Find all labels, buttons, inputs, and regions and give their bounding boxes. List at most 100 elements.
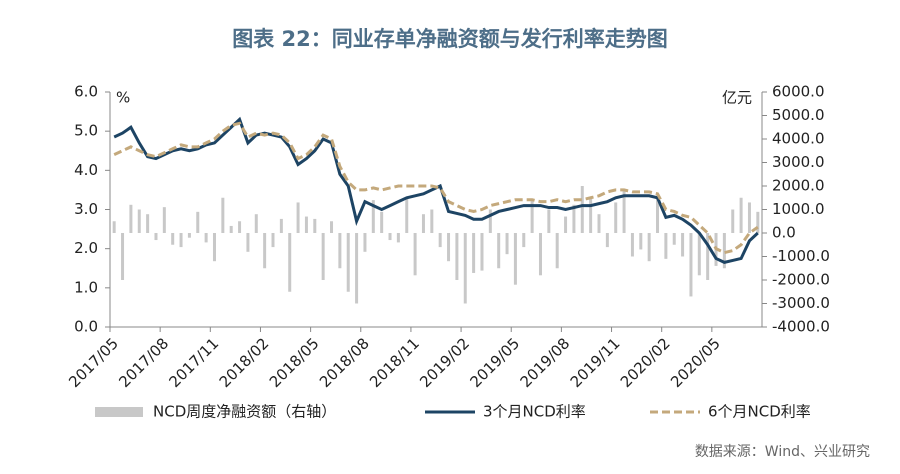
y2-tick-label: -2000.0 [772,271,830,289]
bar [722,233,726,269]
bar [129,204,133,233]
line [113,121,759,255]
bar [421,214,425,233]
bar [697,233,701,276]
bar [154,233,158,241]
bar [522,233,526,248]
bar [263,233,267,269]
bar [681,233,685,257]
y2-tick-label: 2000.0 [772,177,825,195]
bar [246,233,250,252]
y2-tick-label: 1000.0 [772,200,825,218]
x-tick-label: 2019/11 [567,334,624,391]
x-tick-label: 2017/08 [115,334,172,391]
bar [146,214,150,233]
y-tick-label: 3.0 [74,200,98,218]
bar [321,233,325,280]
x-tick-label: 2020/02 [617,334,674,391]
bar [229,225,233,233]
bar [488,209,492,233]
bar [605,233,609,248]
x-tick-label: 2018/08 [316,334,373,391]
bar [630,233,634,257]
bar [179,233,183,248]
x-tick-label: 2018/05 [266,334,323,391]
y-tick-label: 5.0 [74,122,98,140]
y2-tick-label: 5000.0 [772,106,825,124]
bar [747,202,751,233]
bar [405,197,409,233]
bar [739,197,743,233]
bar [338,233,342,269]
bar [639,233,643,250]
bar [455,233,459,280]
x-tick-label: 2017/05 [65,334,122,391]
bar [313,218,317,233]
y2-tick-label: 3000.0 [772,153,825,171]
bar [380,211,384,233]
bar [756,211,760,233]
y2-tick-label: -3000.0 [772,294,830,312]
bar [664,233,668,259]
bar [530,200,534,233]
bar [121,233,125,280]
bar [112,221,116,233]
bar [447,233,451,262]
bar [212,233,216,262]
bar [438,233,442,248]
bar [355,233,359,304]
bar [547,209,551,233]
legend-label: 6个月NCD利率 [708,403,811,421]
y2-tick-label: 6000.0 [772,83,825,101]
y-tick-label: 4.0 [74,161,98,179]
x-tick-label: 2020/05 [667,334,724,391]
x-tick-label: 2018/02 [216,334,273,391]
bar [572,204,576,233]
y-unit: % [116,89,130,107]
bar [304,216,308,233]
bar [505,233,509,255]
bar [279,218,283,233]
bar [187,233,191,238]
bar [221,197,225,233]
y-tick-label: 1.0 [74,278,98,296]
bar [363,233,367,252]
bar [346,233,350,292]
bar [296,202,300,233]
x-tick-label: 2019/02 [416,334,473,391]
y2-tick-label: -4000.0 [772,318,830,336]
bar [656,195,660,233]
bar [647,233,651,262]
bar [171,233,175,245]
x-tick-label: 2019/05 [466,334,523,391]
x-tick-label: 2019/08 [517,334,574,391]
y2-unit: 亿元 [722,89,752,107]
bar [597,214,601,233]
bar [137,209,141,233]
bar [589,197,593,233]
bar [430,209,434,233]
source: 数据来源：Wind、兴业研究 [695,444,870,460]
bar [271,233,275,248]
bar [238,221,242,233]
bar [413,233,417,276]
bar [480,233,484,271]
bar [463,233,467,304]
x-tick-label: 2018/11 [366,334,423,391]
bar [689,233,693,297]
bar [288,233,292,292]
line [113,116,759,264]
y2-tick-label: 0.0 [772,224,796,242]
bar [555,233,559,269]
y2-tick-label: 4000.0 [772,130,825,148]
legend-swatch [95,407,143,417]
bar [706,233,710,280]
bar [396,233,400,243]
bar [162,207,166,233]
bar [371,200,375,233]
bar [196,211,200,233]
bar [614,202,618,233]
bar [731,209,735,233]
bar [497,233,501,269]
